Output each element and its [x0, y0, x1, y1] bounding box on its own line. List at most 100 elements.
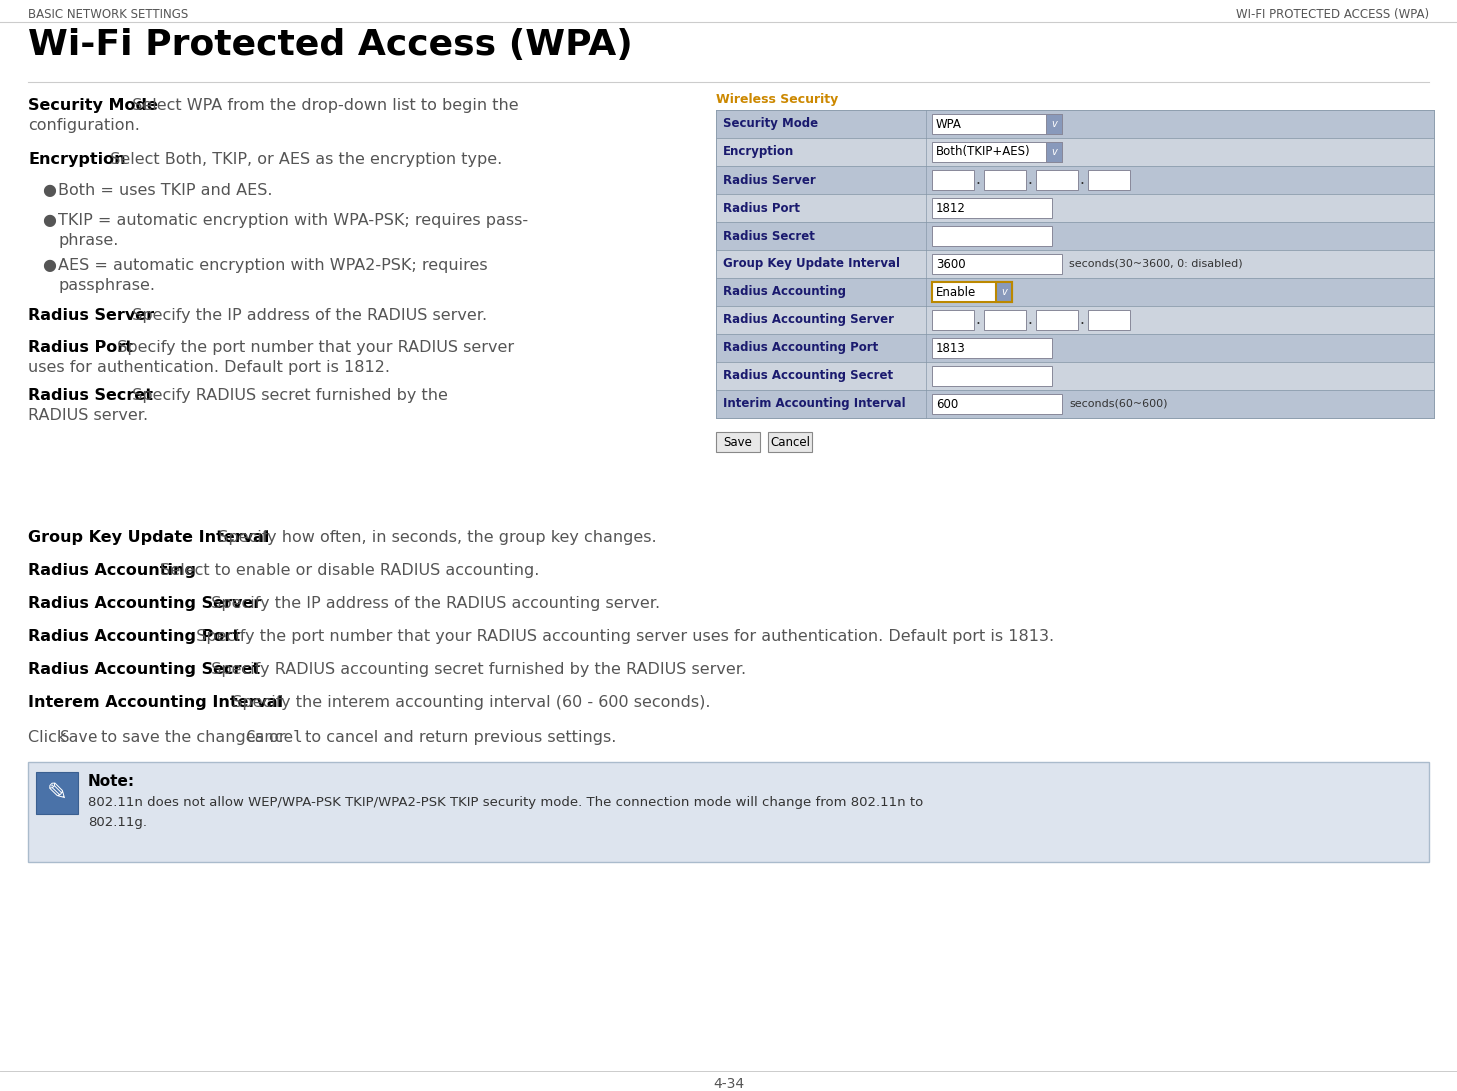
Text: Interim Accounting Interval: Interim Accounting Interval: [723, 397, 906, 410]
Text: Group Key Update Interval: Group Key Update Interval: [723, 257, 900, 271]
Text: Cancel: Cancel: [246, 730, 303, 745]
Text: Specify the IP address of the RADIUS server.: Specify the IP address of the RADIUS ser…: [121, 308, 487, 323]
Text: Specify RADIUS accounting secret furnished by the RADIUS server.: Specify RADIUS accounting secret furnish…: [201, 662, 746, 678]
Bar: [36, 772, 79, 814]
Text: .: .: [1080, 172, 1084, 188]
Text: Interem Accounting Interval: Interem Accounting Interval: [28, 695, 283, 710]
Text: .: .: [1027, 172, 1033, 188]
Bar: [715, 221, 1434, 250]
Text: 802.11g.: 802.11g.: [87, 816, 147, 829]
Text: passphrase.: passphrase.: [58, 278, 154, 293]
Text: Select to enable or disable RADIUS accounting.: Select to enable or disable RADIUS accou…: [150, 563, 539, 578]
Text: RADIUS server.: RADIUS server.: [28, 408, 149, 423]
Text: 600: 600: [935, 397, 959, 410]
Text: seconds(60~600): seconds(60~600): [1069, 399, 1167, 409]
Text: Specify the port number that your RADIUS accounting server uses for authenticati: Specify the port number that your RADIUS…: [186, 630, 1055, 644]
Text: Radius Secret: Radius Secret: [723, 229, 814, 242]
Bar: [1088, 170, 1131, 190]
Text: ●: ●: [42, 183, 55, 197]
Text: 3600: 3600: [935, 257, 966, 271]
Text: Security Mode: Security Mode: [28, 98, 157, 113]
Bar: [932, 170, 973, 190]
Text: Specify how often, in seconds, the group key changes.: Specify how often, in seconds, the group…: [208, 530, 657, 546]
Bar: [715, 305, 1434, 334]
Text: Radius Server: Radius Server: [28, 308, 154, 323]
Text: Both = uses TKIP and AES.: Both = uses TKIP and AES.: [58, 183, 272, 197]
Text: BASIC NETWORK SETTINGS: BASIC NETWORK SETTINGS: [28, 8, 188, 21]
Text: Radius Accounting Secret: Radius Accounting Secret: [28, 662, 261, 678]
Text: v: v: [1001, 287, 1007, 297]
Text: Radius Accounting Port: Radius Accounting Port: [723, 341, 879, 355]
Bar: [932, 310, 973, 329]
Text: Specify the IP address of the RADIUS accounting server.: Specify the IP address of the RADIUS acc…: [201, 596, 660, 611]
Bar: [983, 170, 1026, 190]
Text: Radius Accounting Secret: Radius Accounting Secret: [723, 370, 893, 383]
Text: Radius Port: Radius Port: [28, 340, 133, 355]
Text: to cancel and return previous settings.: to cancel and return previous settings.: [300, 730, 616, 745]
Text: ✎: ✎: [47, 781, 67, 805]
Bar: [715, 110, 1434, 137]
Text: 4-34: 4-34: [712, 1077, 745, 1091]
Text: Specify the port number that your RADIUS server: Specify the port number that your RADIUS…: [108, 340, 514, 355]
Bar: [997, 281, 1013, 302]
Text: seconds(30~3600, 0: disabled): seconds(30~3600, 0: disabled): [1069, 259, 1243, 269]
Text: ●: ●: [42, 257, 55, 273]
Bar: [28, 762, 1429, 862]
Text: Select WPA from the drop-down list to begin the: Select WPA from the drop-down list to be…: [121, 98, 519, 113]
Text: .: .: [976, 172, 981, 188]
Bar: [715, 334, 1434, 362]
Text: WPA: WPA: [935, 118, 962, 131]
Bar: [1046, 113, 1062, 134]
Text: Encryption: Encryption: [28, 152, 125, 167]
Text: Specify RADIUS secret furnished by the: Specify RADIUS secret furnished by the: [121, 388, 447, 403]
Bar: [1088, 310, 1131, 329]
Text: Radius Accounting Server: Radius Accounting Server: [28, 596, 261, 611]
Text: Click: Click: [28, 730, 71, 745]
Bar: [715, 362, 1434, 389]
Bar: [932, 226, 1052, 245]
Bar: [932, 365, 1052, 386]
Text: Radius Accounting: Radius Accounting: [723, 286, 847, 299]
Bar: [932, 197, 1052, 218]
Bar: [715, 194, 1434, 221]
Text: Both(TKIP+AES): Both(TKIP+AES): [935, 145, 1030, 158]
Text: v: v: [1050, 147, 1056, 157]
Bar: [1036, 310, 1078, 329]
Text: configuration.: configuration.: [28, 118, 140, 133]
Bar: [932, 254, 1062, 274]
Text: .: .: [1027, 312, 1033, 327]
Text: Save: Save: [724, 435, 752, 448]
Text: 1812: 1812: [935, 202, 966, 215]
Text: .: .: [976, 312, 981, 327]
Text: Radius Secret: Radius Secret: [28, 388, 153, 403]
Bar: [715, 166, 1434, 194]
Text: WI-FI PROTECTED ACCESS (WPA): WI-FI PROTECTED ACCESS (WPA): [1236, 8, 1429, 21]
Text: Wi-Fi Protected Access (WPA): Wi-Fi Protected Access (WPA): [28, 28, 632, 62]
Text: .: .: [1080, 312, 1084, 327]
Text: Enable: Enable: [935, 286, 976, 299]
Text: Radius Port: Radius Port: [723, 202, 800, 215]
Text: Encryption: Encryption: [723, 145, 794, 158]
Bar: [715, 250, 1434, 278]
Bar: [983, 310, 1026, 329]
Text: 802.11n does not allow WEP/WPA-PSK TKIP/WPA2-PSK TKIP security mode. The connect: 802.11n does not allow WEP/WPA-PSK TKIP/…: [87, 796, 924, 810]
Bar: [768, 432, 812, 452]
Text: Security Mode: Security Mode: [723, 118, 819, 131]
Bar: [715, 432, 761, 452]
Text: Group Key Update Interval: Group Key Update Interval: [28, 530, 270, 546]
Text: TKIP = automatic encryption with WPA-PSK; requires pass-: TKIP = automatic encryption with WPA-PSK…: [58, 213, 527, 228]
Text: Select Both, TKIP, or AES as the encryption type.: Select Both, TKIP, or AES as the encrypt…: [101, 152, 503, 167]
Text: Radius Accounting: Radius Accounting: [28, 563, 197, 578]
Text: Wireless Security: Wireless Security: [715, 93, 838, 106]
Bar: [932, 113, 1062, 134]
Bar: [715, 389, 1434, 418]
Text: v: v: [1050, 119, 1056, 129]
Text: phrase.: phrase.: [58, 233, 118, 248]
Bar: [1036, 170, 1078, 190]
Bar: [932, 338, 1052, 358]
Bar: [715, 137, 1434, 166]
Text: Radius Accounting Port: Radius Accounting Port: [28, 630, 240, 644]
Text: Specify the interem accounting interval (60 - 600 seconds).: Specify the interem accounting interval …: [223, 695, 711, 710]
Text: Save: Save: [60, 730, 99, 745]
Bar: [932, 394, 1062, 413]
